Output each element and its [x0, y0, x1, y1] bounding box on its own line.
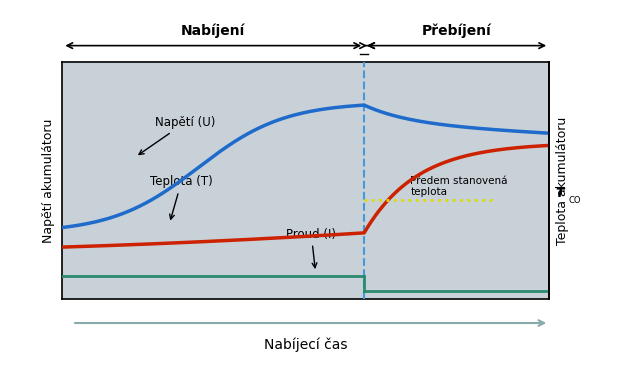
Text: Nabíjení: Nabíjení — [181, 24, 245, 38]
Text: Proud (I): Proud (I) — [286, 228, 336, 268]
Text: Nabíjecí čas: Nabíjecí čas — [264, 338, 348, 352]
Y-axis label: Teplota akumulátoru: Teplota akumulátoru — [556, 116, 569, 245]
Text: Teplota (T): Teplota (T) — [150, 176, 213, 219]
Text: T: T — [555, 187, 563, 200]
Text: Přebíjení: Přebíjení — [422, 24, 492, 38]
Text: CO: CO — [568, 196, 581, 205]
Text: Napětí (U): Napětí (U) — [139, 116, 215, 154]
Text: Předem stanovená
teplota: Předem stanovená teplota — [411, 176, 508, 197]
Y-axis label: Napětí akumulátoru: Napětí akumulátoru — [42, 119, 56, 243]
